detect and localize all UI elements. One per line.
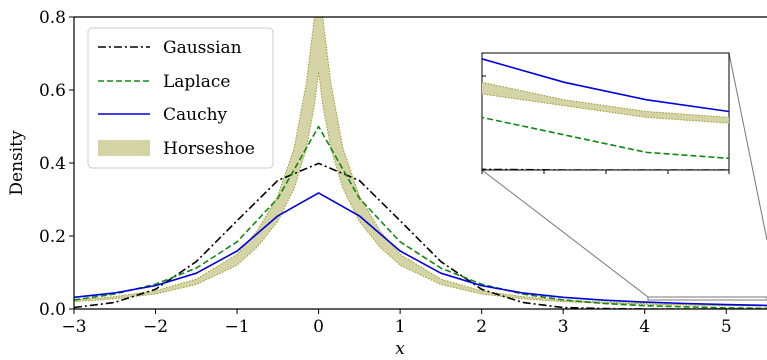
main-series-gaussian xyxy=(74,162,767,309)
main-series-laplace xyxy=(74,125,767,309)
legend-swatch-horseshoe xyxy=(98,140,150,156)
zoom-connector-left xyxy=(481,169,649,298)
inset-series-gaussian xyxy=(482,168,729,170)
y-tick-label: 0.8 xyxy=(39,8,66,28)
zoom-connector-right xyxy=(728,52,767,241)
main-series-cauchy xyxy=(74,192,767,307)
inset-horseshoe-band xyxy=(482,81,729,124)
x-tick-label: 5 xyxy=(721,317,732,337)
x-tick-label: 3 xyxy=(558,317,569,337)
zoom-region-box xyxy=(647,296,767,301)
x-tick-label: −2 xyxy=(143,317,168,337)
x-tick-label: −1 xyxy=(225,317,250,337)
legend-box xyxy=(87,27,274,169)
y-tick-label: 0.0 xyxy=(39,300,66,320)
inset-ticks xyxy=(481,75,730,174)
main-plot-layer xyxy=(74,17,767,309)
x-tick-label: 0 xyxy=(313,317,324,337)
legend: Gaussian Laplace Cauchy Horseshoe xyxy=(87,27,274,169)
x-tick-label: 2 xyxy=(476,317,487,337)
inset-plot-layer xyxy=(482,58,729,170)
main-horseshoe-band xyxy=(74,17,767,307)
legend-label-horseshoe: Horseshoe xyxy=(163,139,255,159)
legend-label-cauchy: Cauchy xyxy=(163,105,228,125)
x-tick-label: 4 xyxy=(639,317,650,337)
y-tick-label: 0.2 xyxy=(39,227,66,247)
inset-series-cauchy xyxy=(482,58,729,113)
y-axis-label: Density xyxy=(7,130,27,196)
x-axis-label: x xyxy=(395,339,405,359)
legend-label-gaussian: Gaussian xyxy=(163,38,242,58)
legend-label-laplace: Laplace xyxy=(163,72,230,92)
ticks-layer: −3 −2 −1 0 1 2 3 4 5 0.0 0.2 0.4 0.6 0.8 xyxy=(39,8,732,337)
x-tick-label: −3 xyxy=(61,317,86,337)
x-tick-label: 1 xyxy=(395,317,406,337)
y-tick-label: 0.4 xyxy=(39,154,66,174)
y-tick-label: 0.6 xyxy=(39,81,66,101)
